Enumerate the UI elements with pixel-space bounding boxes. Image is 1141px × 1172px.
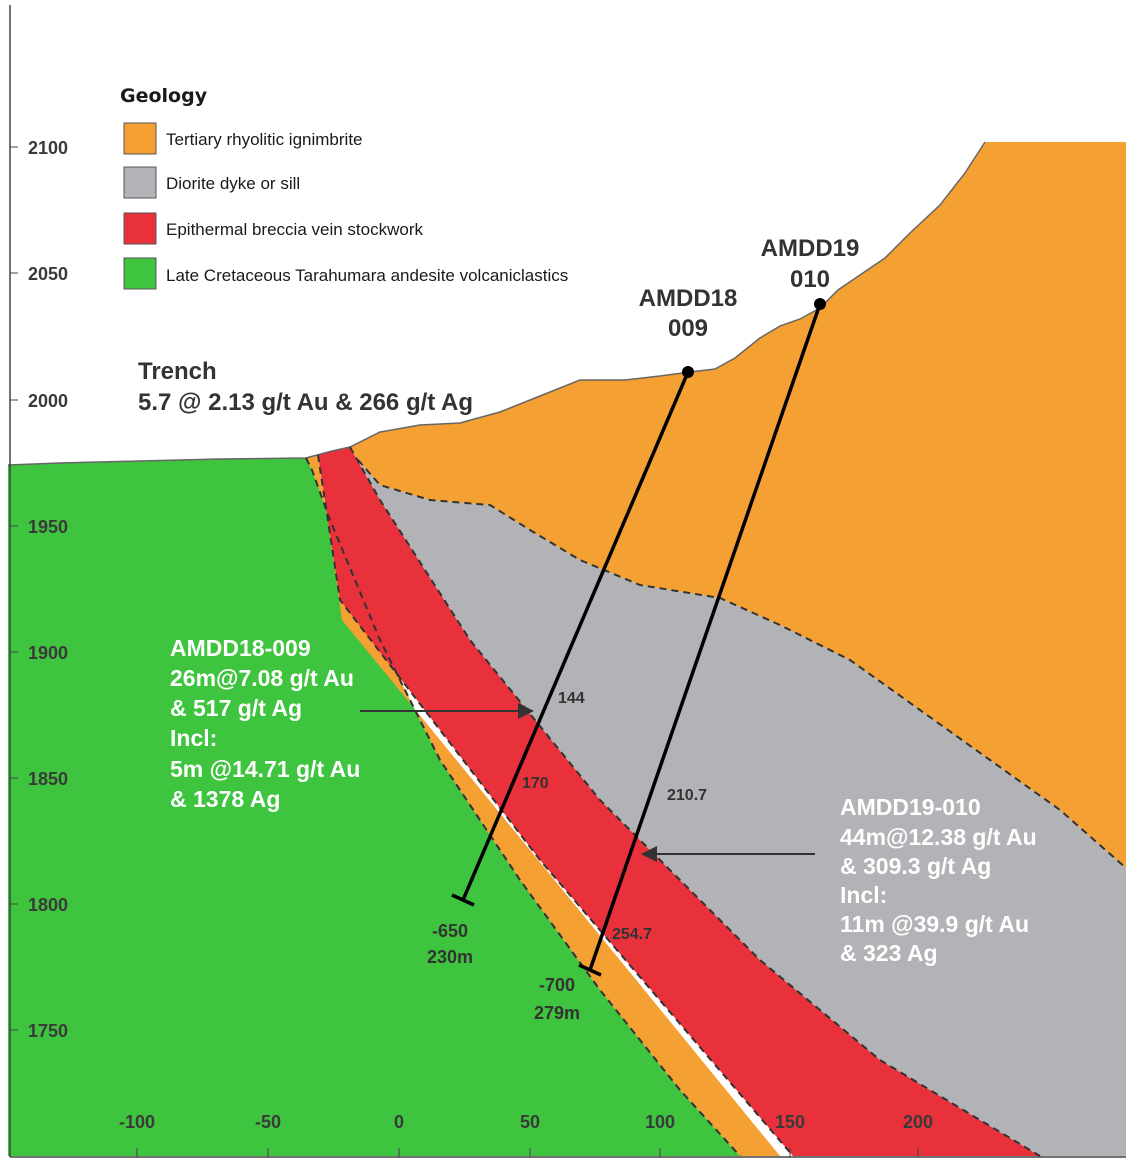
annotation-line: AMDD18-009 xyxy=(170,635,311,661)
trench-result: 5.7 @ 2.13 g/t Au & 266 g/t Ag xyxy=(138,389,473,416)
diorite-unit xyxy=(358,460,1126,1156)
annotation-line: Incl: xyxy=(840,882,887,908)
hole-name-010: 010 xyxy=(790,266,830,293)
hole-end-dip-amdd18: -650 xyxy=(432,921,468,941)
y-tick-label: 2100 xyxy=(28,138,68,158)
legend-label: Diorite dyke or sill xyxy=(166,174,300,193)
annotation-line: 44m@12.38 g/t Au xyxy=(840,824,1037,850)
contact-diorite-top xyxy=(357,459,1127,869)
breccia-vein-unit xyxy=(318,447,1040,1156)
x-tick-label: 50 xyxy=(520,1112,540,1132)
hole-end-length-amdd18: 230m xyxy=(427,947,473,967)
legend-swatch-ignimbrite xyxy=(123,122,157,155)
drill-trace xyxy=(588,303,822,971)
hole-end-length-amdd19: 279m xyxy=(534,1003,580,1023)
annotation-amdd18-009: AMDD18-009 26m@7.08 g/t Au & 517 g/t Ag … xyxy=(170,635,360,812)
andesite-unit xyxy=(8,458,740,1156)
y-tick-label: 1800 xyxy=(28,895,68,915)
legend-label: Epithermal breccia vein stockwork xyxy=(166,220,423,239)
annotation-line: AMDD19-010 xyxy=(840,794,981,820)
depth-marker-144: 144 xyxy=(558,690,585,707)
y-tick-label: 2050 xyxy=(28,264,68,284)
x-tick-label: 100 xyxy=(645,1112,675,1132)
contact-andesite xyxy=(305,457,741,1157)
y-axis-ticks: 2100 2050 2000 1950 1900 1850 1800 1750 xyxy=(10,138,68,1041)
trench-label: Trench xyxy=(138,358,217,385)
annotation-line: & 517 g/t Ag xyxy=(170,695,302,721)
drill-hole-amdd18-009 xyxy=(451,366,694,907)
y-tick-label: 1750 xyxy=(28,1021,68,1041)
legend: Geology Tertiary rhyolitic ignimbrite Di… xyxy=(120,85,568,290)
intercept-arrow-amdd18 xyxy=(360,703,534,719)
annotation-line: & 1378 Ag xyxy=(170,786,280,812)
drill-end-cap xyxy=(451,893,475,907)
depth-marker-210-7: 210.7 xyxy=(667,787,707,804)
contact-lower-vein xyxy=(317,454,794,1157)
contact-upper-vein xyxy=(349,446,1041,1157)
legend-swatch-diorite xyxy=(123,166,157,199)
y-tick-label: 1950 xyxy=(28,517,68,537)
annotation-line: Incl: xyxy=(170,725,217,751)
hole-name-amdd18: AMDD18 xyxy=(639,285,738,312)
hole-end-dip-amdd19: -700 xyxy=(539,975,575,995)
ignimbrite-unit xyxy=(350,142,1126,868)
hole-name-009: 009 xyxy=(668,315,708,342)
y-tick-label: 2000 xyxy=(28,391,68,411)
hole-name-amdd19: AMDD19 xyxy=(761,235,860,262)
annotation-line: 26m@7.08 g/t Au xyxy=(170,665,354,691)
x-tick-label: 200 xyxy=(903,1112,933,1132)
depth-marker-254-7: 254.7 xyxy=(612,926,652,943)
drill-trace xyxy=(461,371,690,901)
y-tick-label: 1900 xyxy=(28,643,68,663)
collar-marker xyxy=(682,366,694,378)
annotation-line: 11m @39.9 g/t Au xyxy=(840,911,1029,937)
x-tick-label: 0 xyxy=(394,1112,404,1132)
drill-end-cap xyxy=(578,963,602,977)
x-tick-label: -50 xyxy=(255,1112,281,1132)
collar-marker xyxy=(814,298,826,310)
arrow-head xyxy=(518,703,534,719)
intercept-arrow-amdd19 xyxy=(641,846,815,862)
depth-marker-170: 170 xyxy=(522,775,549,792)
x-axis-ticks: -100 -50 0 50 100 150 200 xyxy=(119,1112,933,1157)
legend-swatch-andesite xyxy=(123,257,157,290)
topography-line xyxy=(7,141,986,466)
annotation-line: & 309.3 g/t Ag xyxy=(840,853,991,879)
legend-label: Late Cretaceous Tarahumara andesite volc… xyxy=(166,266,568,285)
y-tick-label: 1850 xyxy=(28,769,68,789)
legend-label: Tertiary rhyolitic ignimbrite xyxy=(166,130,363,149)
annotation-amdd19-010: AMDD19-010 44m@12.38 g/t Au & 309.3 g/t … xyxy=(840,794,1037,966)
annotation-line: & 323 Ag xyxy=(840,940,938,966)
arrow-head xyxy=(641,846,657,862)
legend-title: Geology xyxy=(120,85,208,107)
legend-swatch-breccia xyxy=(123,212,157,245)
x-tick-label: 150 xyxy=(775,1112,805,1132)
x-tick-label: -100 xyxy=(119,1112,155,1132)
drill-hole-amdd19-010 xyxy=(578,298,826,977)
annotation-line: 5m @14.71 g/t Au xyxy=(170,756,360,782)
geological-contacts xyxy=(305,446,1127,1157)
